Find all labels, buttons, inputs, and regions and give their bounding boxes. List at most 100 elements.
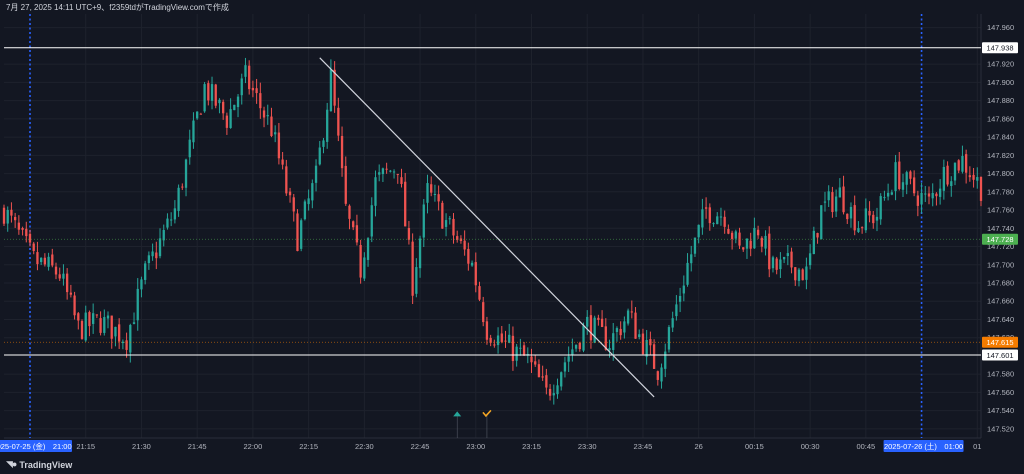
chart-header-text: 7月 27, 2025 14:11 UTC+9、f2359tdがTradingV… bbox=[6, 3, 229, 12]
candle-body bbox=[608, 348, 611, 351]
candle-body bbox=[13, 217, 17, 221]
candle-body bbox=[849, 206, 853, 219]
candle-body bbox=[504, 340, 507, 342]
candle bbox=[623, 316, 626, 339]
candle bbox=[742, 247, 745, 252]
candle bbox=[920, 182, 923, 214]
candle-body bbox=[846, 213, 849, 220]
candle bbox=[927, 186, 931, 205]
candle bbox=[730, 230, 734, 250]
candle-body bbox=[314, 165, 318, 183]
candle-body bbox=[976, 177, 979, 181]
candle-body bbox=[626, 310, 630, 324]
candle bbox=[407, 220, 411, 245]
tradingview-logo[interactable]: ◥● TradingView bbox=[6, 459, 72, 470]
candle bbox=[771, 255, 775, 273]
candle-body bbox=[411, 241, 414, 296]
candle-body bbox=[894, 162, 897, 192]
candle-body bbox=[329, 69, 333, 112]
candle-body bbox=[300, 220, 303, 249]
candle-body bbox=[322, 140, 325, 147]
candle-body bbox=[303, 201, 307, 220]
candle bbox=[849, 202, 853, 228]
candle bbox=[794, 267, 797, 286]
trendline-layer[interactable] bbox=[319, 57, 655, 398]
candle bbox=[13, 212, 17, 228]
candle-body bbox=[797, 269, 801, 281]
candle-body bbox=[181, 186, 184, 188]
candle bbox=[482, 296, 485, 327]
candle bbox=[266, 104, 269, 125]
candle bbox=[879, 193, 882, 225]
candle bbox=[894, 154, 897, 201]
candle bbox=[251, 80, 255, 98]
candle-body bbox=[571, 349, 574, 355]
candle-body bbox=[2, 207, 6, 224]
candle-body bbox=[530, 356, 533, 363]
price-tick-label: 147.780 bbox=[987, 187, 1014, 196]
candle bbox=[808, 244, 812, 270]
trendline[interactable] bbox=[319, 57, 655, 398]
candle bbox=[938, 179, 942, 205]
candle-body bbox=[886, 192, 890, 197]
candle-body bbox=[652, 344, 656, 369]
candle-body bbox=[363, 257, 366, 279]
check-icon bbox=[482, 409, 492, 418]
candle bbox=[548, 384, 552, 401]
candle bbox=[556, 378, 559, 399]
candle-body bbox=[433, 194, 437, 196]
candle-body bbox=[938, 188, 942, 197]
price-tick-label: 147.580 bbox=[987, 370, 1014, 379]
candle-body bbox=[36, 252, 39, 265]
time-axis[interactable]: 21:15 21:30 21:45 22:00 22:15 22:30 22:45 23:00… bbox=[0, 440, 981, 452]
candle-body bbox=[500, 333, 503, 342]
candle bbox=[485, 316, 489, 345]
candle-body bbox=[151, 251, 154, 257]
price-tick-label: 147.520 bbox=[987, 424, 1014, 433]
horizontal-lines[interactable] bbox=[4, 47, 981, 356]
price-tick-label: 147.900 bbox=[987, 78, 1014, 87]
candle-body bbox=[690, 254, 693, 264]
time-tick-label: 23:45 bbox=[634, 442, 653, 451]
candle bbox=[675, 295, 678, 321]
candle bbox=[846, 213, 849, 224]
candle bbox=[404, 173, 407, 227]
candle bbox=[597, 314, 600, 326]
candle-body bbox=[58, 274, 61, 279]
candle bbox=[946, 161, 949, 187]
candle-body bbox=[582, 325, 585, 351]
candle bbox=[433, 184, 437, 202]
candle bbox=[344, 156, 347, 206]
candle bbox=[831, 186, 834, 218]
candle-body bbox=[452, 218, 455, 236]
orange-price-tag bbox=[982, 336, 1018, 348]
candle-body bbox=[749, 240, 752, 249]
candle bbox=[626, 308, 630, 326]
candle bbox=[660, 363, 663, 389]
candle-body bbox=[422, 204, 425, 238]
candle bbox=[961, 145, 964, 174]
price-axis[interactable]: 147.960 147.920 147.900 147.880 147.860 147.8… bbox=[982, 23, 1018, 433]
candle bbox=[378, 164, 381, 182]
candle-body bbox=[920, 192, 923, 205]
candle-body bbox=[805, 266, 808, 280]
candle bbox=[656, 370, 659, 386]
candle-body bbox=[39, 257, 43, 263]
candle-body bbox=[385, 168, 388, 170]
candle bbox=[173, 200, 177, 224]
candle-body bbox=[296, 213, 299, 252]
candle bbox=[218, 98, 221, 114]
candle-body bbox=[950, 181, 953, 187]
time-tick-label: 01 bbox=[973, 442, 981, 451]
candle bbox=[834, 189, 838, 218]
candle-body bbox=[660, 367, 663, 382]
candle bbox=[619, 321, 622, 340]
candle-body bbox=[678, 295, 682, 302]
candle-body bbox=[43, 257, 47, 265]
candle-body bbox=[396, 173, 399, 175]
candle bbox=[303, 199, 307, 221]
candle bbox=[537, 359, 541, 378]
candle bbox=[504, 330, 507, 348]
candle-body bbox=[28, 233, 32, 243]
